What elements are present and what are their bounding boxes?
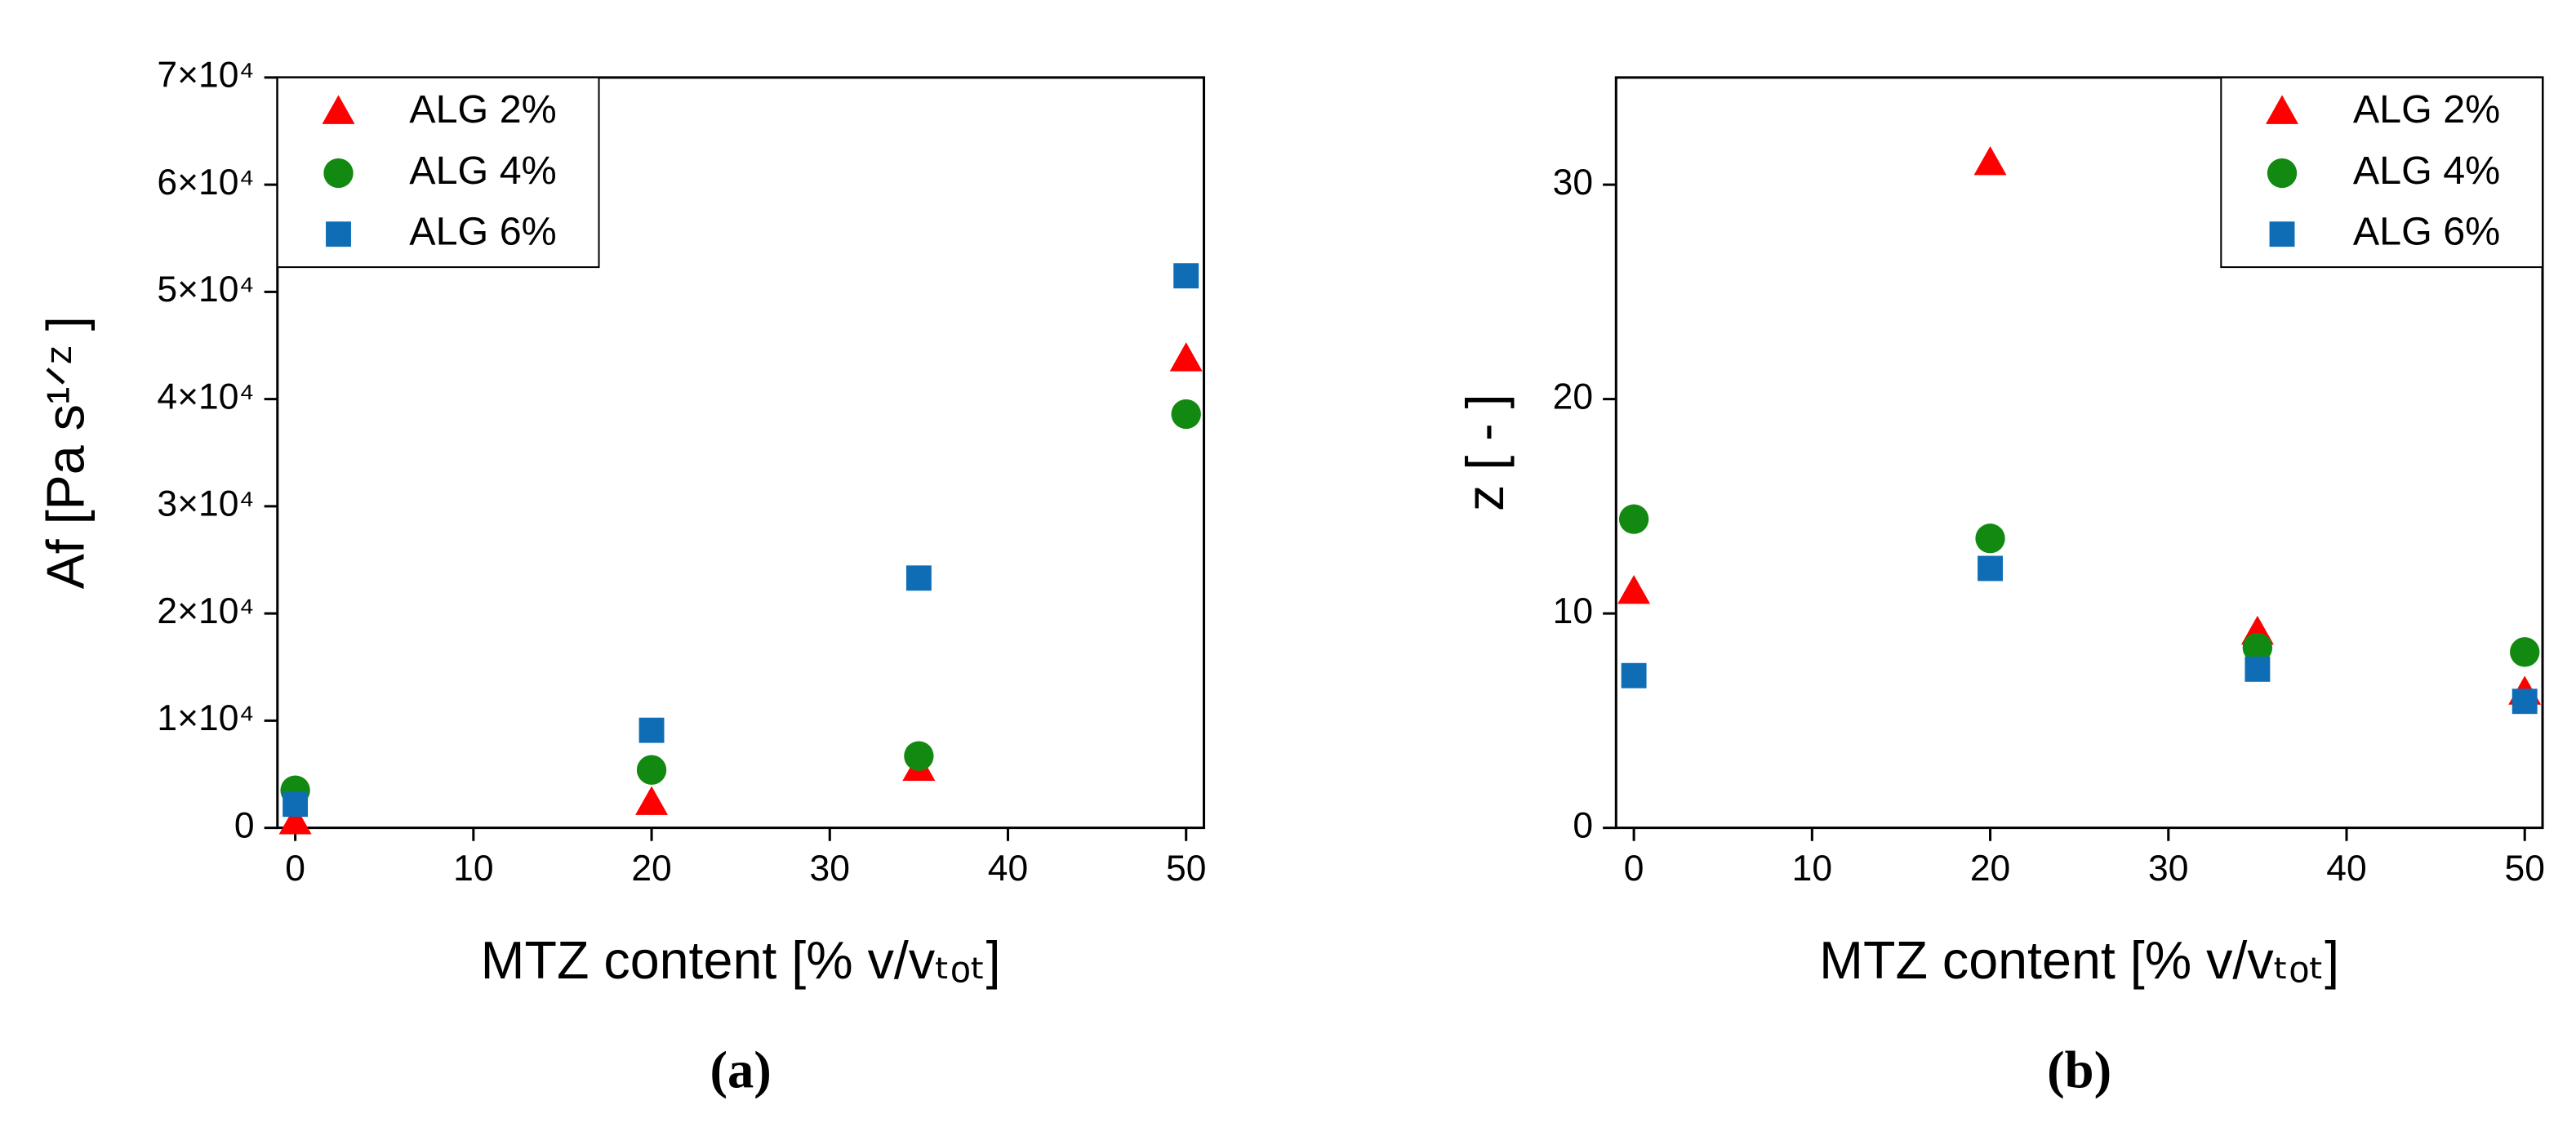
marker: [322, 95, 355, 124]
y-tick-label: 2×10⁴: [157, 591, 254, 631]
marker: [2266, 95, 2298, 124]
legend-label: ALG 4%: [2353, 149, 2500, 193]
y-tick-label: 5×10⁴: [157, 270, 254, 310]
marker: [638, 717, 665, 743]
y-tick-label: 20: [1553, 377, 1593, 417]
y-tick-label: 30: [1553, 163, 1593, 203]
marker: [283, 791, 309, 818]
caption: (b): [2047, 1040, 2111, 1099]
x-tick-label: 50: [2505, 849, 2545, 889]
marker: [2510, 637, 2540, 667]
y-tick-label: 1×10⁴: [157, 698, 254, 738]
x-tick-label: 0: [285, 849, 305, 889]
marker: [323, 158, 354, 189]
x-tick-label: 30: [2148, 849, 2188, 889]
legend-label: ALG 4%: [409, 149, 556, 193]
y-tick-label: 4×10⁴: [157, 377, 254, 417]
marker: [326, 221, 351, 247]
y-axis-label: Af [Pa s¹ᐟᶻ ]: [36, 316, 95, 589]
marker: [1973, 145, 2007, 176]
marker: [1978, 555, 2004, 582]
y-tick-label: 7×10⁴: [157, 56, 254, 96]
x-tick-label: 10: [1792, 849, 1832, 889]
marker: [1975, 524, 2005, 554]
legend-label: ALG 2%: [409, 87, 556, 131]
marker: [635, 786, 669, 815]
marker: [1173, 263, 1199, 289]
x-tick-label: 0: [1624, 849, 1644, 889]
marker: [1169, 342, 1203, 372]
marker: [278, 805, 312, 835]
plot-frame: [1614, 76, 2544, 830]
legend-label: ALG 6%: [2353, 210, 2500, 254]
x-tick-label: 40: [2326, 849, 2366, 889]
x-tick-label: 30: [810, 849, 850, 889]
marker: [904, 741, 934, 771]
legend-label: ALG 2%: [2353, 87, 2500, 131]
y-tick-label: 10: [1553, 591, 1593, 631]
marker: [2242, 632, 2273, 663]
marker: [2269, 221, 2295, 247]
x-tick-label: 20: [1970, 849, 2010, 889]
x-axis-label: MTZ content [% v/vₜₒₜ]: [1819, 931, 2339, 990]
marker: [2511, 689, 2538, 715]
legend-label: ALG 6%: [409, 210, 556, 254]
plot-frame: [276, 76, 1206, 830]
y-tick-label: 0: [1573, 805, 1593, 845]
marker: [1617, 574, 1651, 604]
marker: [2245, 656, 2271, 682]
marker: [636, 755, 667, 785]
marker: [905, 565, 932, 591]
marker: [2267, 158, 2298, 189]
caption: (a): [710, 1040, 771, 1099]
y-tick-label: 3×10⁴: [157, 484, 254, 524]
x-tick-label: 20: [631, 849, 671, 889]
x-tick-label: 10: [453, 849, 493, 889]
x-tick-label: 40: [988, 849, 1028, 889]
y-axis-label: z [ - ]: [1456, 394, 1515, 511]
y-tick-label: 6×10⁴: [157, 163, 254, 203]
y-tick-label: 0: [234, 805, 255, 845]
marker: [1618, 504, 1649, 534]
marker: [1171, 399, 1201, 430]
x-tick-label: 50: [1166, 849, 1206, 889]
x-axis-label: MTZ content [% v/vₜₒₜ]: [481, 931, 1001, 990]
marker: [1621, 662, 1647, 689]
